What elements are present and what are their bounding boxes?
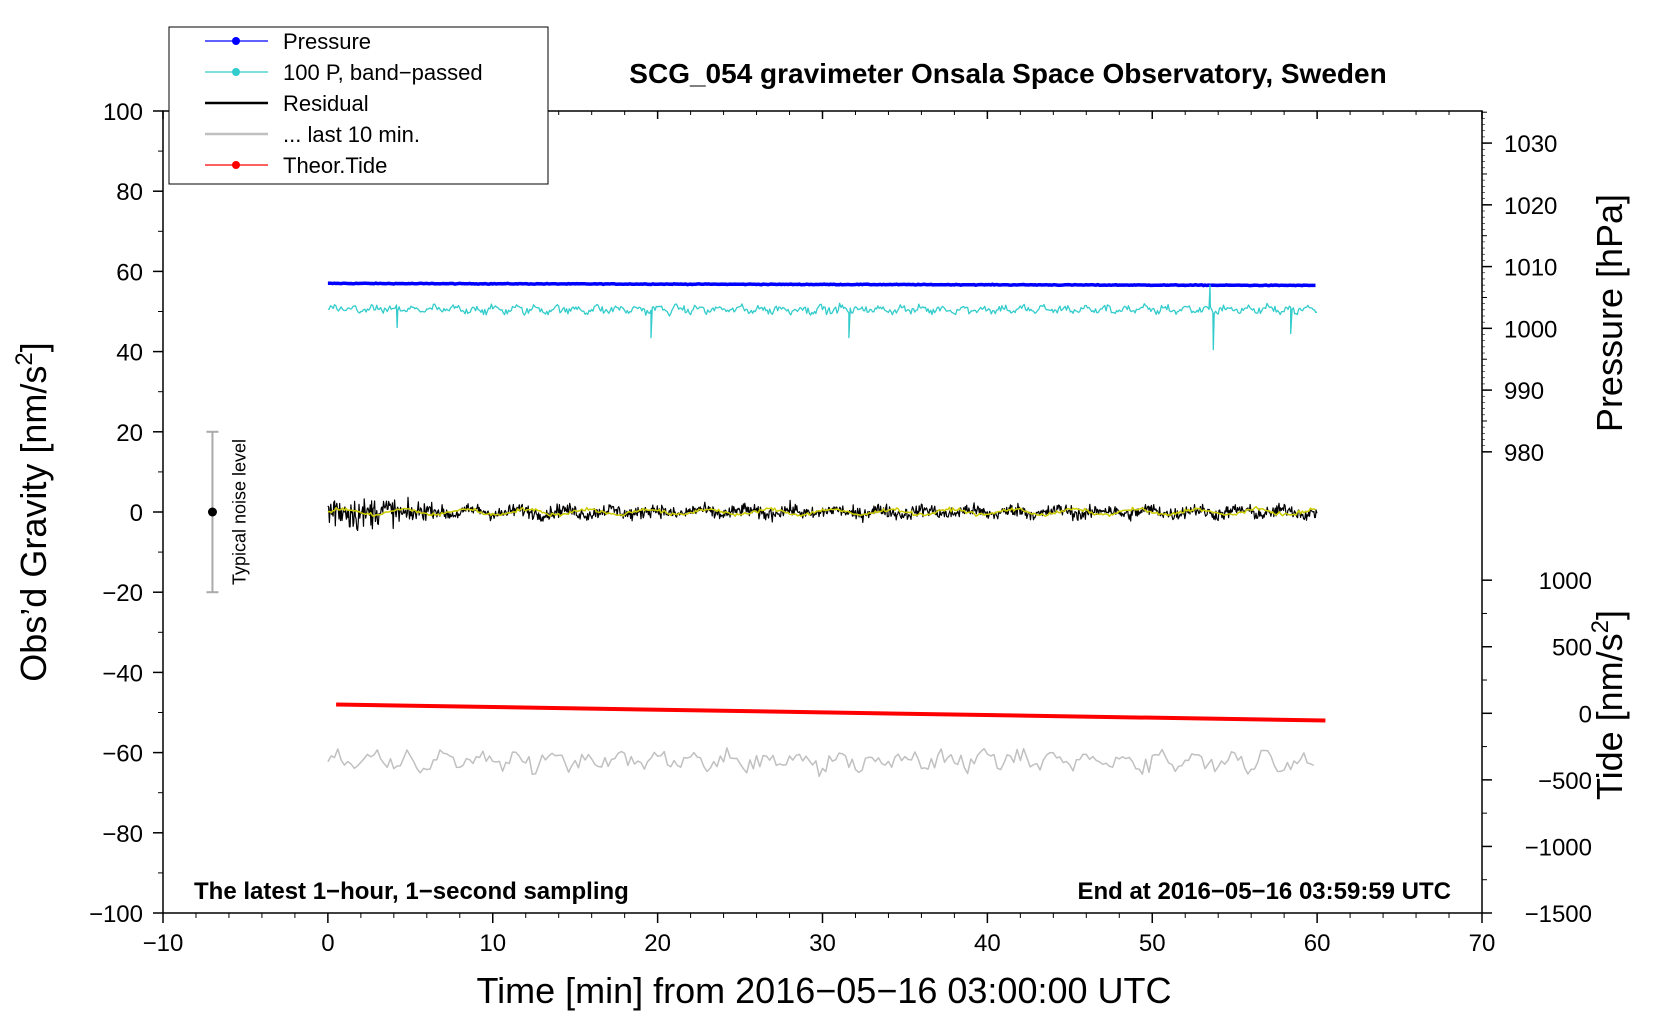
y-tick-label: 80 xyxy=(116,179,143,206)
chart-title: SCG_054 gravimeter Onsala Space Observat… xyxy=(629,58,1386,89)
y-axis-label-tide: Tide [nm/s2] xyxy=(1587,610,1630,800)
legend-label: 100 P, band−passed xyxy=(283,60,483,85)
tide-tick-label: 0 xyxy=(1579,701,1592,728)
series-residual-smoothed-line xyxy=(327,505,1316,518)
legend: Pressure 100 P, band−passed Residual ... la… xyxy=(168,26,549,185)
legend-box xyxy=(168,26,549,185)
legend-marker xyxy=(232,161,240,169)
legend-marker xyxy=(232,37,240,45)
y-tick-label: −80 xyxy=(102,821,143,848)
x-tick-label: 30 xyxy=(809,930,836,957)
x-tick-label: 0 xyxy=(321,930,334,957)
y-tick-label: 0 xyxy=(130,500,143,527)
series-layer xyxy=(327,281,1326,778)
legend-marker xyxy=(232,68,240,76)
pressure-tick-label: 990 xyxy=(1504,378,1544,405)
series-bandpassed-line xyxy=(327,284,1318,351)
y-tick-label: 60 xyxy=(116,259,143,286)
series-last10min-line xyxy=(327,747,1315,778)
pressure-tick-label: 1030 xyxy=(1504,131,1557,158)
x-tick-label: 10 xyxy=(479,930,506,957)
series-residual-line xyxy=(327,496,1318,532)
series-tide-line xyxy=(336,702,1326,723)
y-tick-label: −40 xyxy=(102,660,143,687)
x-tick-label: 20 xyxy=(644,930,671,957)
series-pressure-line xyxy=(327,281,1316,288)
y-axis-label-gravity: Obs’d Gravity [nm/s2] xyxy=(11,342,54,681)
y-tick-label: −100 xyxy=(89,901,143,928)
pressure-tick-label: 1000 xyxy=(1504,316,1557,343)
pressure-tick-label: 1010 xyxy=(1504,255,1557,282)
legend-label: Theor.Tide xyxy=(283,153,387,178)
y-tick-label: 20 xyxy=(116,420,143,447)
legend-label: Residual xyxy=(283,91,369,116)
x-tick-label: 70 xyxy=(1469,930,1496,957)
legend-label: ... last 10 min. xyxy=(283,122,420,147)
noise-center-dot xyxy=(207,507,217,517)
y-tick-label: −60 xyxy=(102,741,143,768)
tide-tick-label: −500 xyxy=(1538,768,1592,795)
y-tick-label: 40 xyxy=(116,340,143,367)
pressure-tick-label: 1020 xyxy=(1504,193,1557,220)
tide-tick-label: 1000 xyxy=(1539,568,1592,595)
tide-tick-label: −1500 xyxy=(1525,901,1592,928)
y-tick-label: 100 xyxy=(103,99,143,126)
axes-layer: −10 0 10 20 30 40 50 60 70100806040200−20−40−60−… xyxy=(89,99,1592,957)
x-tick-label: −10 xyxy=(143,930,184,957)
noise-level-indicator: Typical noise level xyxy=(206,430,249,594)
x-tick-label: 60 xyxy=(1304,930,1331,957)
x-tick-label: 50 xyxy=(1139,930,1166,957)
y-tick-label: −20 xyxy=(102,580,143,607)
legend-label: Pressure xyxy=(283,29,371,54)
tide-tick-label: −1000 xyxy=(1525,834,1592,861)
x-axis-label: Time [min] from 2016−05−16 03:00:00 UTC xyxy=(476,970,1171,1011)
noise-level-label: Typical noise level xyxy=(229,439,249,585)
note-end-time: End at 2016−05−16 03:59:59 UTC xyxy=(1077,878,1451,905)
pressure-tick-label: 980 xyxy=(1504,440,1544,467)
y-axis-label-pressure: Pressure [hPa] xyxy=(1589,194,1630,432)
x-tick-label: 40 xyxy=(974,930,1001,957)
note-latest-hour: The latest 1−hour, 1−second sampling xyxy=(194,878,629,905)
tide-tick-label: 500 xyxy=(1552,635,1592,662)
